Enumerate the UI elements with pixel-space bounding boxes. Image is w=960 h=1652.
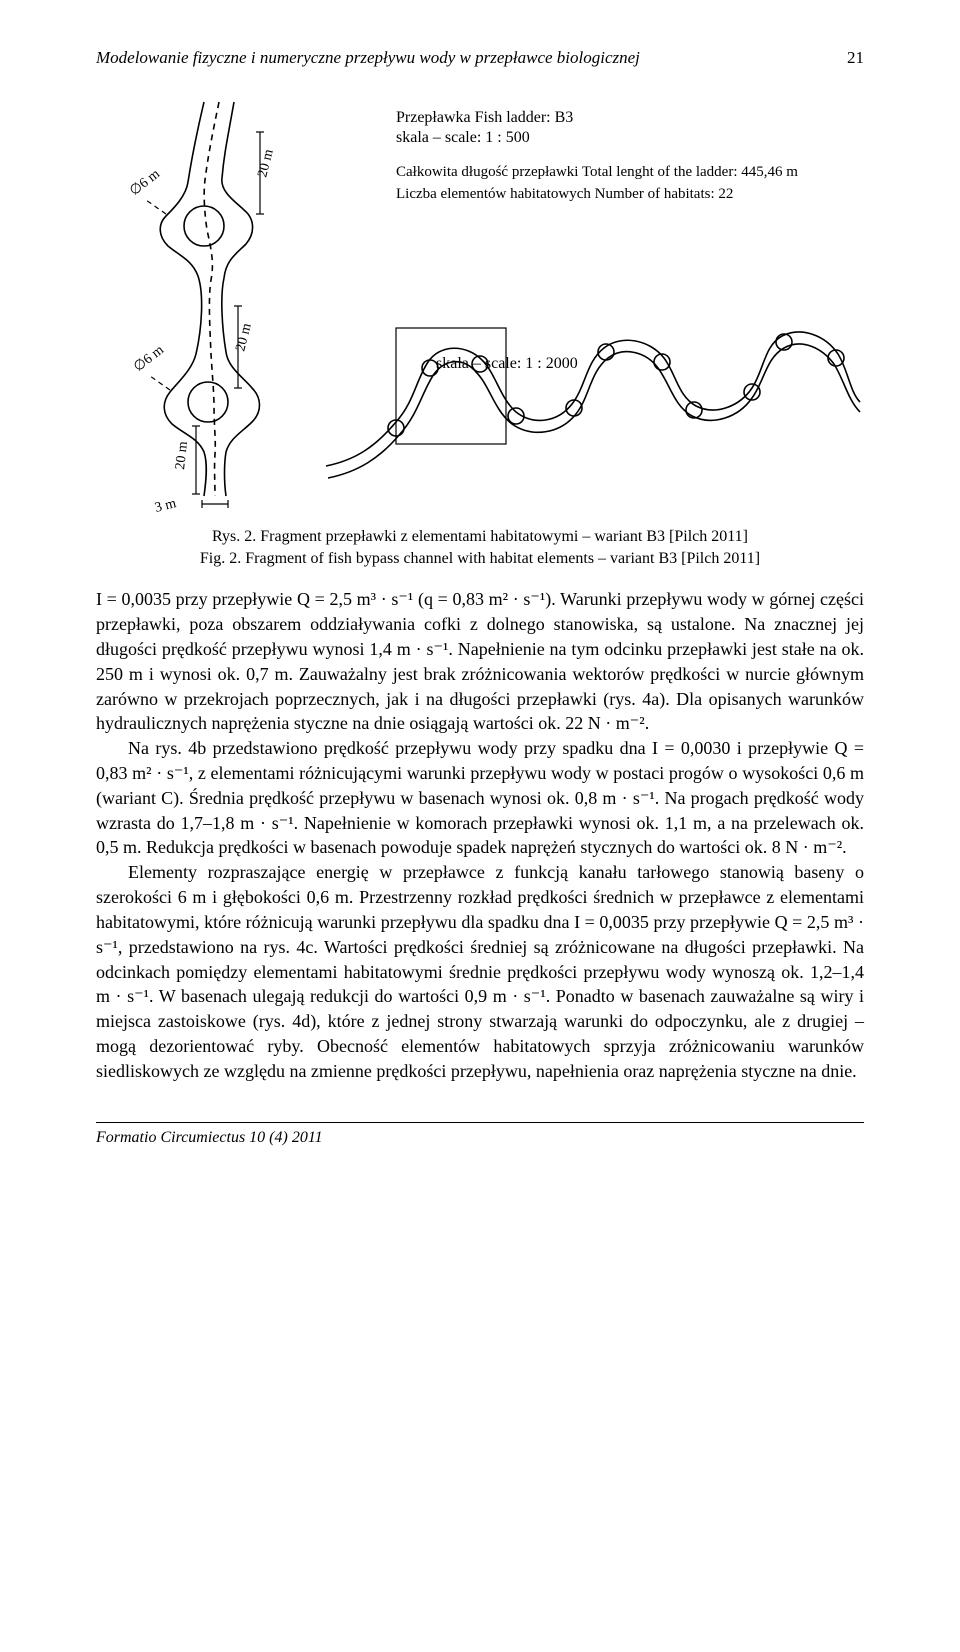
- fig-detail2: Liczba elementów habitatowych Number of …: [396, 186, 733, 202]
- journal-ref: Formatio Circumiectus 10 (4) 2011: [96, 1129, 323, 1146]
- fig-caption-pl: Rys. 2. Fragment przepławki z elementami…: [96, 526, 864, 548]
- dim-20m-b: 20 m: [233, 322, 254, 353]
- figure-svg: ∅6 m ∅6 m 20 m 20 m 20 m 3 m Przepławka …: [96, 96, 864, 516]
- paragraph-1: I = 0,0035 przy przepływie Q = 2,5 m³ · …: [96, 587, 864, 736]
- fig-scale-top: skala – scale: 1 : 500: [396, 129, 530, 146]
- fig-ladder-name: Przepławka Fish ladder: B3: [396, 109, 573, 126]
- paragraph-3: Elementy rozpraszające energię w przepła…: [96, 860, 864, 1083]
- fig-scale-bottom: skala – scale: 1 : 2000: [436, 355, 578, 372]
- dim-3m: 3 m: [153, 496, 177, 516]
- dim-6m-bot: ∅6 m: [131, 343, 167, 376]
- dim-20m-a: 20 m: [255, 148, 276, 179]
- running-header: Modelowanie fizyczne i numeryczne przepł…: [96, 48, 864, 68]
- page-number: 21: [835, 48, 864, 68]
- running-title: Modelowanie fizyczne i numeryczne przepł…: [96, 48, 640, 68]
- dim-20m-c: 20 m: [173, 441, 191, 471]
- body-text: I = 0,0035 przy przepływie Q = 2,5 m³ · …: [96, 587, 864, 1084]
- fig-caption-en: Fig. 2. Fragment of fish bypass channel …: [96, 548, 864, 570]
- figure-2: ∅6 m ∅6 m 20 m 20 m 20 m 3 m Przepławka …: [96, 96, 864, 516]
- dim-6m-top: ∅6 m: [127, 167, 163, 200]
- fig-detail1: Całkowita długość przepławki Total lengh…: [396, 164, 798, 180]
- figure-caption: Rys. 2. Fragment przepławki z elementami…: [96, 526, 864, 569]
- paragraph-2: Na rys. 4b przedstawiono prędkość przepł…: [96, 736, 864, 860]
- page: Modelowanie fizyczne i numeryczne przepł…: [0, 0, 960, 1187]
- footer: Formatio Circumiectus 10 (4) 2011: [96, 1122, 864, 1147]
